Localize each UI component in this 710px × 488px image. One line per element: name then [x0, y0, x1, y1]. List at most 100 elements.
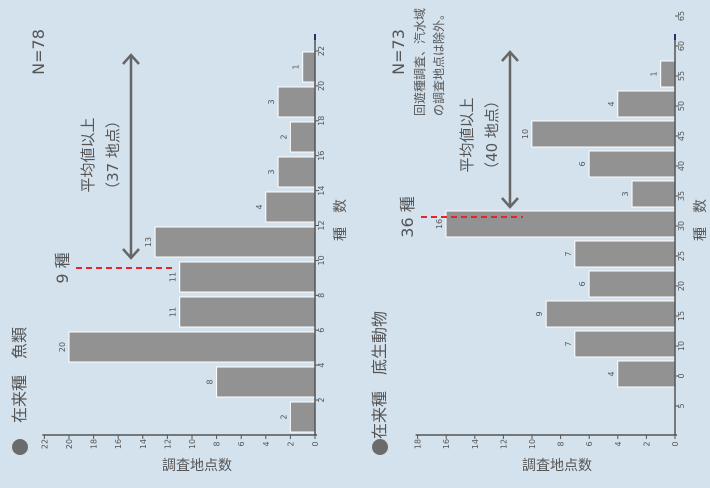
bar-value-label: 4: [607, 371, 616, 376]
x-tick-label: 50: [677, 101, 686, 111]
x-tick-label: 6: [317, 328, 326, 333]
bar-value-label: 20: [58, 342, 67, 352]
bar: [445, 210, 676, 238]
x-tick-label: 2: [317, 397, 326, 402]
bullet-icon: [372, 439, 388, 455]
range-arrow-text: 平均値以上: [79, 117, 97, 192]
bar-value-label: 10: [521, 129, 530, 139]
y-tick-label: 22: [40, 439, 49, 449]
bar: [545, 300, 676, 328]
bar-value-label: 11: [169, 307, 178, 317]
bar-value-label: 1: [292, 64, 301, 69]
bar: [631, 180, 676, 208]
bar: [588, 150, 676, 178]
bar-value-label: 6: [578, 281, 587, 286]
x-tick-label: 8: [317, 293, 326, 298]
x-tick-label: 10: [317, 255, 326, 265]
bar: [289, 121, 316, 153]
y-tick-label: 0: [311, 441, 320, 446]
x-tick-label: 60: [677, 41, 686, 51]
bar: [531, 120, 676, 148]
bar: [265, 191, 316, 223]
y-tick-label: 12: [499, 439, 508, 449]
y-tick-label: 10: [528, 439, 537, 449]
bar-value-label: 7: [564, 341, 573, 346]
bar-value-label: 2: [279, 414, 288, 419]
bar-value-label: 4: [255, 204, 264, 209]
bar: [179, 261, 316, 293]
x-tick-label: 0: [677, 373, 686, 378]
bar-value-label: 9: [535, 311, 544, 316]
note-line: の調査地点は除外。: [431, 8, 446, 116]
x-tick-label: 65: [677, 11, 686, 21]
x-tick-label: 22: [317, 46, 326, 56]
x-tick-label: 20: [317, 81, 326, 91]
bar-value-label: 11: [169, 272, 178, 282]
bullet-icon: [12, 439, 28, 455]
bar: [68, 331, 316, 363]
arrow-down-icon: [122, 248, 140, 260]
bar: [617, 90, 676, 118]
bar-value-label: 16: [435, 219, 444, 229]
bar: [154, 226, 316, 258]
range-arrow-text: 平均値以上: [458, 97, 476, 172]
bar: [574, 330, 676, 358]
x-tick-label: 45: [677, 131, 686, 141]
mean-marker-label: 36 種: [398, 196, 417, 237]
y-tick-label: 18: [414, 439, 423, 449]
y-tick-label: 0: [671, 441, 680, 446]
bar-value-label: 4: [607, 101, 616, 106]
bar-value-label: 2: [279, 134, 288, 139]
y-tick-label: 16: [442, 439, 451, 449]
bar: [574, 240, 676, 268]
bar: [179, 296, 316, 328]
bar: [660, 60, 676, 88]
arrow-up-icon: [122, 53, 140, 65]
note-line: 回遊種調査、汽水域: [412, 8, 427, 116]
x-tick-label: 16: [317, 151, 326, 161]
bar: [302, 51, 316, 83]
y-tick-label: 2: [642, 441, 651, 446]
bar-value-label: 3: [267, 99, 276, 104]
bar: [588, 270, 676, 298]
bar: [277, 156, 316, 188]
x-axis-label: 種 数: [333, 199, 349, 241]
y-tick-label: 6: [585, 441, 594, 446]
x-axis-label: 種 数: [693, 199, 709, 241]
y-tick-label: 2: [286, 441, 295, 446]
y-tick-label: 4: [614, 441, 623, 446]
y-tick-label: 18: [90, 439, 99, 449]
y-axis-label: 調査地点数: [522, 458, 592, 474]
x-tick-label: 35: [677, 191, 686, 201]
x-tick-label: 15: [677, 311, 686, 321]
bar: [617, 360, 676, 388]
y-tick-label: 12: [163, 439, 172, 449]
x-tick-label: 10: [677, 341, 686, 351]
y-tick-label: 20: [65, 439, 74, 449]
y-tick-label: 8: [213, 441, 222, 446]
arrow-down-icon: [501, 197, 519, 209]
bar-value-label: 8: [206, 379, 215, 384]
y-tick-label: 4: [262, 441, 271, 446]
range-arrow-text: （40 地点）: [483, 93, 501, 177]
bar-value-label: 7: [564, 251, 573, 256]
x-tick-label: 5: [677, 403, 686, 408]
y-tick-label: 14: [139, 439, 148, 449]
fish-chart: 2820111113432312468101214161820220246810…: [10, 29, 349, 474]
bar-value-label: 6: [578, 161, 587, 166]
y-axis-label: 調査地点数: [162, 458, 232, 474]
y-tick-label: 6: [237, 441, 246, 446]
y-tick-label: 16: [114, 439, 123, 449]
x-tick-label: 18: [317, 116, 326, 126]
x-tick-label: 12: [317, 220, 326, 230]
bar: [289, 401, 316, 433]
x-tick-label: 25: [677, 251, 686, 261]
y-tick-label: 10: [188, 439, 197, 449]
bar-value-label: 3: [267, 169, 276, 174]
y-tick-label: 8: [557, 441, 566, 446]
range-arrow-text: （37 地点）: [104, 113, 122, 197]
arrow-up-icon: [501, 50, 519, 62]
sample-size: N=73: [389, 29, 408, 75]
x-tick-label: 55: [677, 71, 686, 81]
